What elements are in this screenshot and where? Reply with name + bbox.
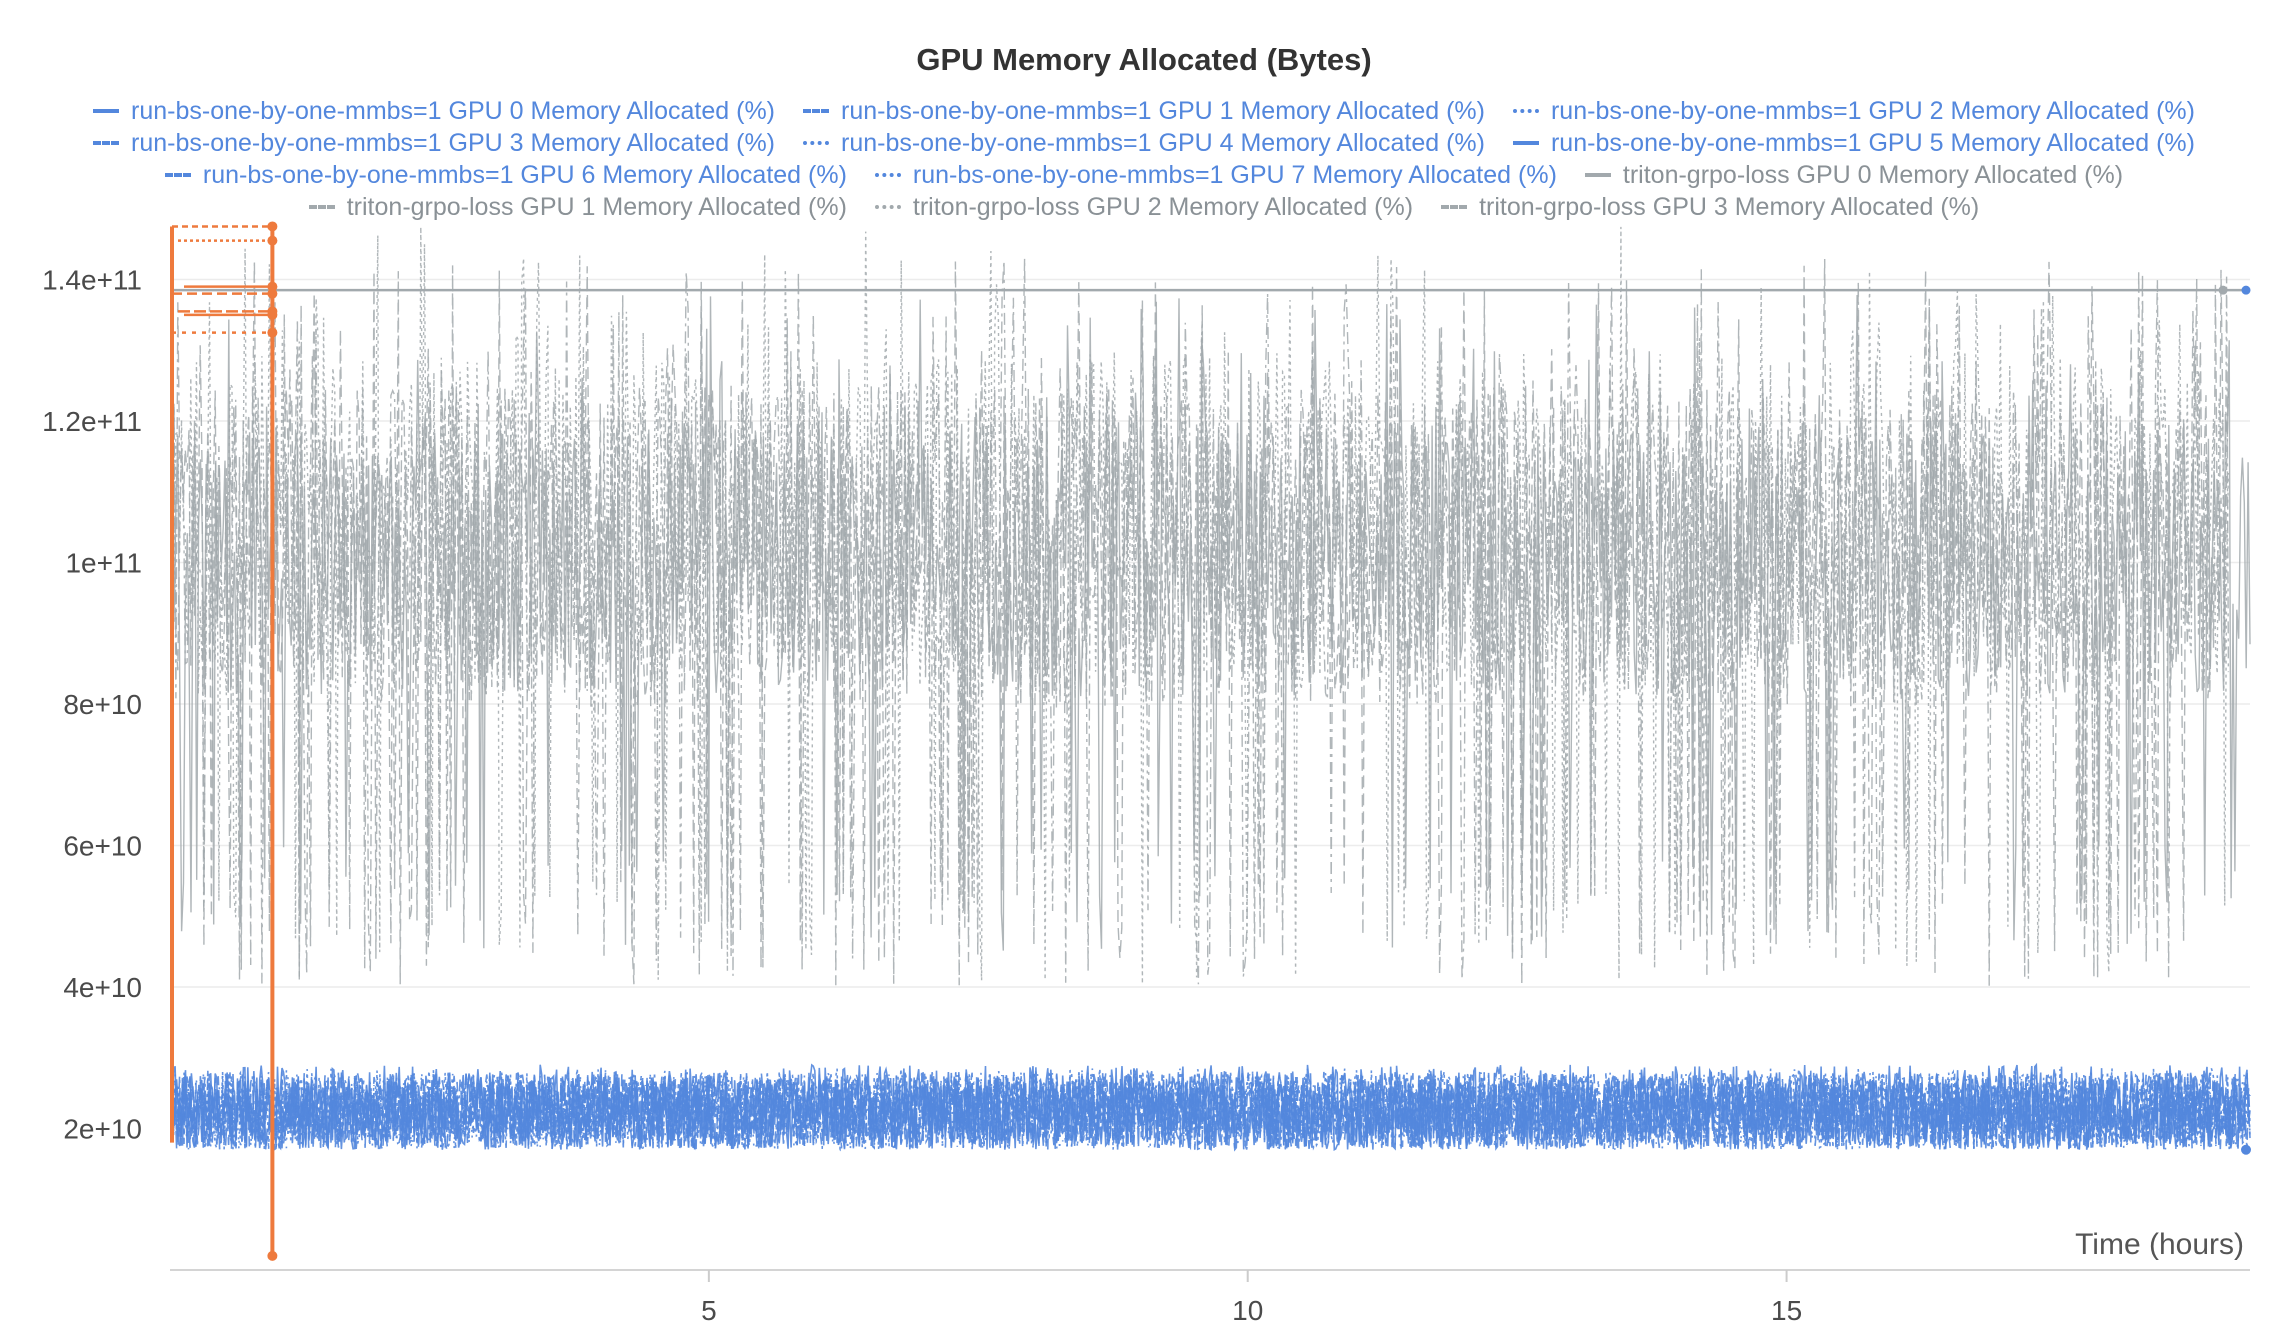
series-line	[171, 226, 2230, 984]
legend-swatch	[1441, 205, 1468, 209]
y-tick-label: 1.2e+11	[42, 406, 142, 437]
legend-swatch	[164, 173, 191, 177]
series-end-point	[2241, 285, 2251, 295]
legend-label: run-bs-one-by-one-mmbs=1 GPU 4 Memory Al…	[841, 129, 1485, 157]
legend-label: run-bs-one-by-one-mmbs=1 GPU 3 Memory Al…	[131, 129, 775, 157]
legend-label: run-bs-one-by-one-mmbs=1 GPU 7 Memory Al…	[912, 161, 1557, 189]
series-line	[171, 1062, 2251, 1151]
legend-swatch	[1512, 109, 1539, 113]
legend-label: triton-grpo-loss GPU 2 Memory Allocated …	[912, 193, 1414, 221]
y-tick-label: 1e+11	[65, 548, 142, 579]
y-tick-label: 6e+10	[63, 831, 142, 862]
legend-item[interactable]: triton-grpo-loss GPU 2 Memory Allocated …	[874, 192, 1414, 222]
legend-item[interactable]: run-bs-one-by-one-mmbs=1 GPU 0 Memory Al…	[93, 96, 775, 126]
y-tick-label: 1.4e+11	[42, 265, 142, 296]
legend-item[interactable]: triton-grpo-loss GPU 0 Memory Allocated …	[1584, 160, 2124, 190]
chart-title: GPU Memory Allocated (Bytes)	[916, 42, 1372, 77]
y-tick-label: 4e+10	[63, 972, 142, 1003]
legend-label: run-bs-one-by-one-mmbs=1 GPU 5 Memory Al…	[1550, 129, 2195, 157]
legend-swatch	[93, 141, 120, 145]
series-end-point	[2241, 1144, 2251, 1155]
series-line	[171, 1069, 2251, 1152]
series-line	[171, 258, 2230, 986]
legend-item[interactable]: run-bs-one-by-one-mmbs=1 GPU 1 Memory Al…	[803, 96, 1485, 126]
legend-swatch	[803, 109, 829, 113]
x-tick-label: 5	[701, 1295, 717, 1326]
legend-label: triton-grpo-loss GPU 3 Memory Allocated …	[1479, 193, 1980, 221]
legend-swatch	[803, 141, 829, 145]
y-tick-label: 8e+10	[63, 689, 142, 720]
legend: run-bs-one-by-one-mmbs=1 GPU 0 Memory Al…	[40, 96, 2248, 222]
legend-label: run-bs-one-by-one-mmbs=1 GPU 1 Memory Al…	[841, 97, 1485, 125]
legend-label: triton-grpo-loss GPU 1 Memory Allocated …	[346, 193, 847, 221]
x-tick-label: 15	[1771, 1295, 1802, 1326]
legend-item[interactable]: run-bs-one-by-one-mmbs=1 GPU 2 Memory Al…	[1512, 96, 2195, 126]
x-tick-label: 10	[1232, 1295, 1263, 1326]
legend-label: run-bs-one-by-one-mmbs=1 GPU 2 Memory Al…	[1550, 97, 2195, 125]
series-line	[171, 1068, 2251, 1150]
legend-swatch	[93, 109, 120, 113]
legend-label: run-bs-one-by-one-mmbs=1 GPU 0 Memory Al…	[131, 97, 775, 125]
x-axis-label: Time (hours)	[2075, 1228, 2244, 1261]
legend-label: triton-grpo-loss GPU 0 Memory Allocated …	[1622, 161, 2124, 189]
legend-swatch	[1584, 173, 1611, 177]
y-tick-label: 2e+10	[63, 1114, 142, 1145]
legend-label: run-bs-one-by-one-mmbs=1 GPU 6 Memory Al…	[202, 161, 847, 189]
legend-item[interactable]: run-bs-one-by-one-mmbs=1 GPU 6 Memory Al…	[164, 160, 847, 190]
legend-swatch	[1512, 141, 1539, 145]
legend-item[interactable]: run-bs-one-by-one-mmbs=1 GPU 7 Memory Al…	[874, 160, 1557, 190]
legend-swatch	[308, 205, 335, 209]
legend-item[interactable]: triton-grpo-loss GPU 3 Memory Allocated …	[1441, 192, 1979, 222]
legend-item[interactable]: run-bs-one-by-one-mmbs=1 GPU 4 Memory Al…	[803, 128, 1485, 158]
legend-swatch	[874, 173, 901, 177]
legend-swatch	[874, 205, 901, 209]
legend-item[interactable]: triton-grpo-loss GPU 1 Memory Allocated …	[308, 192, 847, 222]
orange-run-point	[267, 1250, 278, 1261]
series-line	[171, 258, 2230, 986]
legend-item[interactable]: run-bs-one-by-one-mmbs=1 GPU 3 Memory Al…	[93, 128, 775, 158]
series-end-point	[2218, 285, 2228, 295]
legend-item[interactable]: run-bs-one-by-one-mmbs=1 GPU 5 Memory Al…	[1512, 128, 2195, 158]
